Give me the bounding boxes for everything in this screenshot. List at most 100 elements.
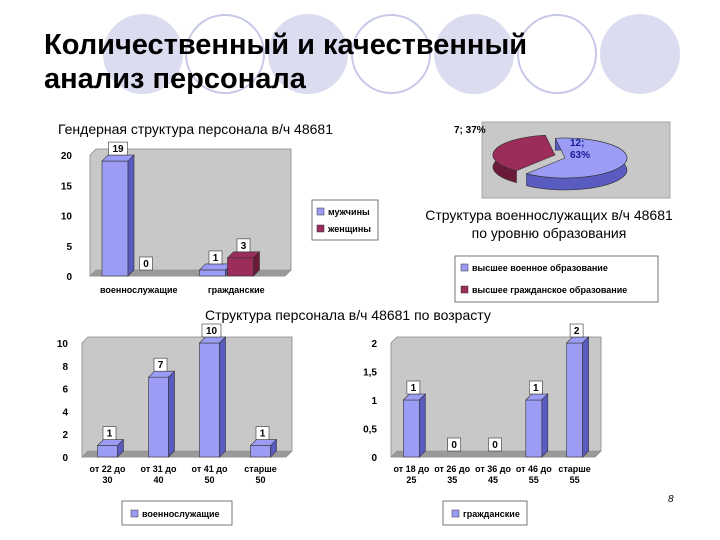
data-label: 2 <box>574 326 580 337</box>
bar-side <box>541 393 549 458</box>
legend-label: высшее гражданское образование <box>472 285 627 295</box>
data-label: 3 <box>241 241 247 252</box>
y-tick-label: 4 <box>62 407 68 418</box>
bar-side <box>270 438 277 458</box>
legend-box <box>121 500 233 526</box>
data-label: 1 <box>533 383 539 394</box>
legend-swatch <box>460 263 469 272</box>
bar-side <box>582 336 589 458</box>
education-caption-line2: по уровню образования <box>471 225 627 241</box>
education-caption: Структура военнослужащих в/ч 48681 по ур… <box>404 206 694 242</box>
x-tick-label: 55 <box>570 475 580 485</box>
legend-swatch <box>316 224 325 233</box>
x-tick-label: от 46 до <box>516 464 552 474</box>
legend-label: женщины <box>327 224 371 234</box>
data-label: 7 <box>158 360 164 371</box>
data-label-box <box>447 437 461 452</box>
legend-label: высшее военное образование <box>472 263 608 273</box>
pie-label: 12; <box>570 138 584 149</box>
y-tick-label: 1 <box>371 396 377 407</box>
y-tick-label: 8 <box>62 362 68 373</box>
data-label-box <box>139 256 153 271</box>
data-label-box <box>153 357 168 372</box>
y-tick-label: 1,5 <box>363 368 377 379</box>
education-pie-chart: 12;63% 7; 37% <box>454 121 671 199</box>
legend-swatch <box>316 207 325 216</box>
y-tick-label: 0,5 <box>363 425 377 436</box>
legend-box <box>454 255 659 303</box>
decor-circle <box>103 14 183 94</box>
data-label-box <box>236 238 251 253</box>
bar <box>566 342 583 458</box>
x-tick-label: от 18 до <box>393 464 429 474</box>
data-label: 10 <box>206 326 218 337</box>
bar <box>525 399 543 458</box>
pie-label: 7; 37% <box>454 125 486 136</box>
y-tick-label: 0 <box>371 453 377 464</box>
data-label: 0 <box>143 259 149 270</box>
gender-caption: Гендерная структура персонала в/ч 48681 <box>58 121 333 137</box>
x-tick-label: от 26 до <box>434 464 470 474</box>
x-tick-label: от 36 до <box>475 464 511 474</box>
data-label-box <box>488 437 502 452</box>
data-label-box <box>102 426 117 440</box>
legend-label: гражданские <box>463 509 520 519</box>
data-label: 1 <box>107 429 113 440</box>
y-tick-label: 10 <box>57 339 69 350</box>
y-tick-label: 2 <box>62 430 68 441</box>
x-tick-label: 30 <box>102 475 112 485</box>
legend-swatch <box>460 285 469 294</box>
y-tick-label: 6 <box>62 385 68 396</box>
bar-side <box>168 370 175 458</box>
y-tick-label: 10 <box>61 212 73 223</box>
x-tick-label: от 41 до <box>192 464 228 474</box>
y-tick-label: 0 <box>62 453 68 464</box>
decor-circle <box>268 14 348 94</box>
x-tick-label: 50 <box>204 475 214 485</box>
slide-title-line2: анализ персонала <box>44 63 306 95</box>
y-tick-label: 5 <box>66 242 72 253</box>
education-legend-chart: высшее военное образование высшее граждан… <box>454 255 659 303</box>
bar <box>97 445 118 458</box>
bar-side <box>127 154 135 277</box>
legend-swatch <box>451 509 460 518</box>
legend-label: военнослужащие <box>142 509 220 519</box>
decor-circle <box>434 14 514 94</box>
x-tick-label: 50 <box>255 475 265 485</box>
legend-label: мужчины <box>328 207 370 217</box>
page-number: 8 <box>668 494 674 505</box>
slide-title-line1: Количественный и качественный <box>44 29 528 61</box>
bar <box>101 160 129 277</box>
data-label: 1 <box>260 429 266 440</box>
pie-slice <box>525 137 628 179</box>
bar <box>403 399 420 458</box>
y-tick-label: 15 <box>61 181 73 192</box>
x-tick-label: 55 <box>529 475 539 485</box>
decor-circle <box>351 14 431 94</box>
education-caption-line1: Структура военнослужащих в/ч 48681 <box>425 207 673 223</box>
bar <box>199 269 226 277</box>
bar-side <box>253 251 260 277</box>
gender-chart: 0 5 10 15 20 19 0 военнослужащие 1 3 гражданские му… <box>61 141 379 295</box>
x-tick-label: 45 <box>488 475 498 485</box>
x-tick-label: 25 <box>406 475 416 485</box>
x-tick-label: военнослужащие <box>100 285 178 295</box>
bar-side <box>117 438 124 458</box>
bar <box>227 257 254 277</box>
x-tick-label: 35 <box>447 475 457 485</box>
data-label: 0 <box>451 440 457 451</box>
legend-box <box>311 199 379 241</box>
x-tick-label: 40 <box>153 475 163 485</box>
x-tick-label: старше <box>244 464 276 474</box>
y-tick-label: 0 <box>66 272 72 283</box>
legend-swatch <box>130 509 139 518</box>
bar <box>250 445 271 458</box>
x-tick-label: от 22 до <box>90 464 126 474</box>
age-caption: Структура персонала в/ч 48681 по возраст… <box>205 307 491 323</box>
data-label-box <box>529 380 543 395</box>
data-label: 0 <box>492 440 498 451</box>
slide-title: Количественный и качественный анализ пер… <box>44 28 604 96</box>
bar-side <box>219 336 226 458</box>
